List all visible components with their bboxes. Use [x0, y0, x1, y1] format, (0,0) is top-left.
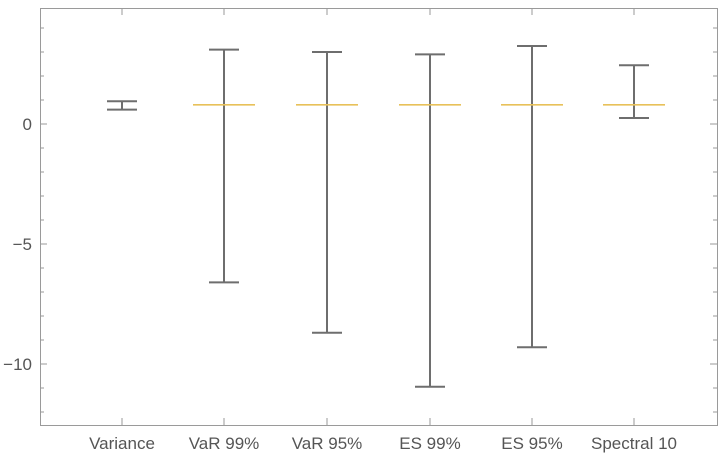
- x-tick-label: Spectral 10: [591, 434, 677, 453]
- y-tick-label: −10: [3, 355, 32, 374]
- y-tick-label: 0: [23, 115, 32, 134]
- x-tick-label: VaR 99%: [189, 434, 260, 453]
- plot-frame: [40, 8, 718, 426]
- x-axis: Variance VaR 99% VaR 95% ES 99% ES 95% Spectr…: [89, 8, 677, 453]
- y-tick-label: −5: [13, 235, 32, 254]
- x-tick-label: Variance: [89, 434, 155, 453]
- x-tick-label: VaR 95%: [292, 434, 363, 453]
- interval-series: [107, 45, 665, 388]
- x-tick-label: ES 95%: [501, 434, 562, 453]
- x-tick-label: ES 99%: [399, 434, 460, 453]
- y-axis: 0 −5 −10: [3, 27, 717, 413]
